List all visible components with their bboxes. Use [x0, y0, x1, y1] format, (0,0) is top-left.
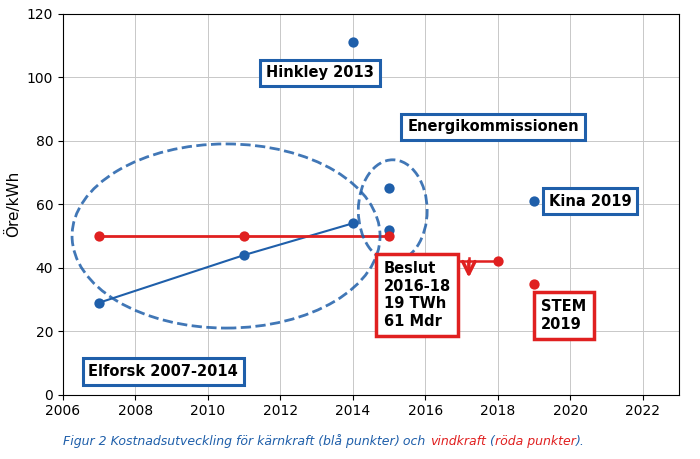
- Point: [384, 185, 395, 192]
- Point: [347, 220, 358, 227]
- Point: [384, 232, 395, 240]
- Point: [239, 252, 250, 259]
- Point: [384, 226, 395, 233]
- Point: [528, 197, 540, 205]
- Text: Elforsk 2007-2014: Elforsk 2007-2014: [88, 364, 238, 379]
- Text: Beslut
2016-18
19 TWh
61 Mdr: Beslut 2016-18 19 TWh 61 Mdr: [384, 262, 451, 329]
- Point: [384, 258, 395, 265]
- Point: [528, 280, 540, 287]
- Text: STEM
2019: STEM 2019: [541, 299, 587, 332]
- Text: Hinkley 2013: Hinkley 2013: [266, 66, 374, 80]
- Text: Figur 2 Kostnadsutveckling för kärnkraft (: Figur 2 Kostnadsutveckling för kärnkraft…: [63, 435, 323, 448]
- Point: [239, 232, 250, 240]
- Text: ) och: ) och: [395, 435, 430, 448]
- Point: [94, 299, 105, 306]
- Text: blå punkter: blå punkter: [323, 434, 395, 448]
- Point: [492, 258, 503, 265]
- Text: ).: ).: [575, 435, 584, 448]
- Text: Energikommissionen: Energikommissionen: [407, 119, 579, 134]
- Point: [94, 232, 105, 240]
- Text: vindkraft: vindkraft: [430, 435, 486, 448]
- Text: Kina 2019: Kina 2019: [549, 194, 631, 208]
- Y-axis label: Öre/kWh: Öre/kWh: [6, 171, 21, 237]
- Point: [347, 39, 358, 46]
- Text: röda punkter: röda punkter: [495, 435, 575, 448]
- Text: (: (: [486, 435, 495, 448]
